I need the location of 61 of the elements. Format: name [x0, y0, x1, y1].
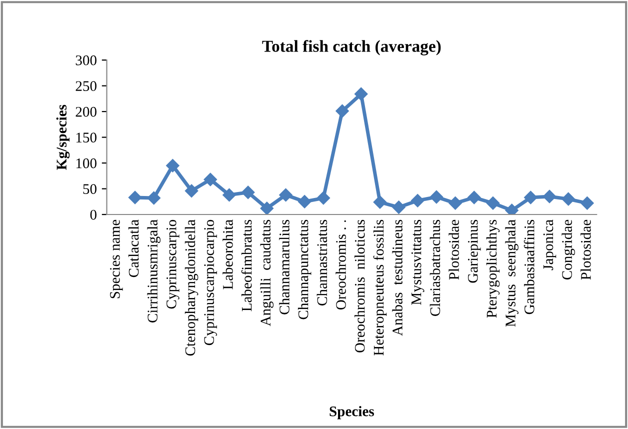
y-tick-label: 100	[76, 158, 96, 168]
point	[411, 194, 424, 208]
y-tick-label: 250	[76, 81, 96, 92]
x-tick-label: Channastriatus	[316, 220, 328, 306]
y-tick-label: 200	[76, 106, 96, 117]
x-tick-label: Ctenopharyngdonidella	[184, 220, 198, 356]
x-tick-label: Japonica	[543, 220, 556, 270]
point	[392, 200, 406, 214]
x-tick-label: Mystusvittatus	[411, 220, 424, 305]
point	[184, 184, 198, 198]
point	[448, 196, 462, 210]
point	[222, 188, 236, 202]
x-tick-label: Oreochromis niloticus	[354, 220, 365, 352]
point	[147, 191, 160, 205]
point	[524, 190, 538, 204]
y-tick-label: 150	[76, 132, 96, 142]
x-tick-label: Gambasiaaffinis	[524, 220, 534, 314]
x-tick-label: Labeofimbratus	[241, 220, 252, 312]
x-tick-label: Clariasbatrachus	[430, 220, 440, 316]
point	[542, 190, 556, 204]
point	[354, 87, 368, 101]
x-tick-label: Plotosidae	[580, 220, 591, 280]
point	[373, 196, 387, 209]
x-tick-label: Catlacatla	[128, 220, 139, 278]
point	[241, 186, 255, 199]
point	[430, 190, 444, 204]
x-tick-label: Channapunctatus	[298, 220, 312, 320]
point	[166, 159, 180, 172]
chart-title: Total fish catch (average)	[262, 40, 441, 56]
x-tick-label: Species name	[110, 220, 123, 298]
point	[562, 192, 575, 206]
y-tick-label: 50	[83, 184, 96, 194]
point	[505, 204, 518, 214]
x-axis-title: Species	[330, 406, 374, 420]
x-tick-label: Heteropneuteus fossilis	[373, 220, 387, 356]
point	[468, 190, 481, 204]
point	[128, 190, 142, 204]
y-tick-label: 0	[90, 210, 96, 220]
x-tick-label: Pterygoplichthys	[486, 220, 500, 318]
x-tick-label: Plotosidae	[448, 220, 459, 280]
x-tick-label: Cyprinuscarpio	[166, 220, 180, 309]
x-tick-label: Cyprinuscarpiocarpio	[204, 220, 217, 346]
point	[204, 172, 217, 186]
point	[336, 104, 349, 118]
point	[298, 195, 312, 208]
y-tick-label: 300	[76, 55, 96, 66]
point	[486, 196, 500, 210]
x-tick-label: Anguilli caudatus	[260, 220, 274, 326]
x-tick-label: Congridae	[562, 220, 575, 280]
point	[580, 196, 594, 210]
x-tick-label: Cirrihinusmrigala	[147, 220, 160, 322]
point	[316, 191, 330, 205]
x-tick-label: Labeorohita	[222, 220, 233, 290]
x-tick-label: Gariepinus	[468, 220, 481, 283]
x-tick-label: Anabas testudineus	[392, 220, 402, 336]
y-axis-title: Kg/species	[56, 104, 70, 170]
x-tick-label: Mystus seenghala	[505, 220, 518, 327]
point	[260, 202, 274, 214]
x-tick-label: Oreochromis . .	[336, 220, 346, 310]
x-tick-label: Channamarulius	[279, 220, 290, 314]
point	[279, 188, 292, 202]
